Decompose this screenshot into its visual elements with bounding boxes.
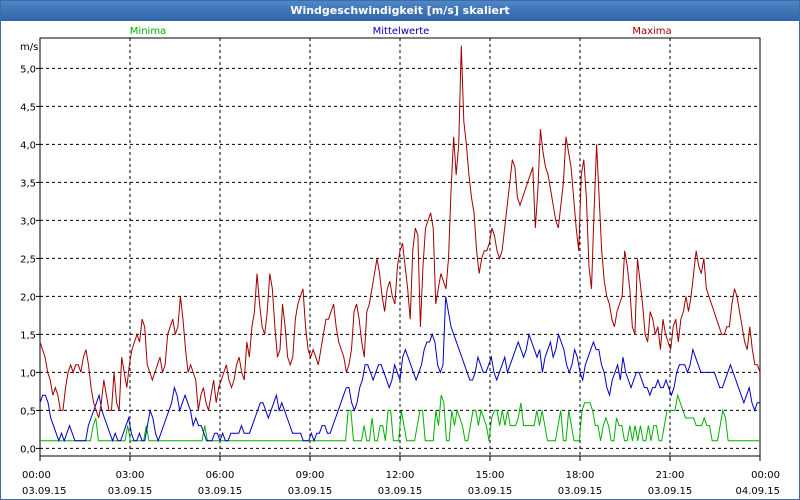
- y-tick-label: 4,0: [20, 140, 36, 151]
- series-lines: [39, 45, 761, 443]
- series-line-maxima: [39, 45, 761, 419]
- x-tick-date: 03.09.15: [22, 486, 67, 497]
- x-tick-time: 18:00: [566, 470, 595, 481]
- y-tick-label: 1,5: [20, 330, 36, 341]
- y-tick-label: 0,5: [20, 406, 36, 417]
- x-tick-date: 03.09.15: [108, 486, 153, 497]
- legend-mittelwerte: Mittelwerte: [373, 26, 430, 37]
- y-tick-label: 4,5: [20, 102, 36, 113]
- x-tick-time: 03:00: [116, 470, 145, 481]
- x-tick-time: 00:00: [22, 470, 51, 481]
- y-tick-label: 2,0: [20, 292, 36, 303]
- y-tick-label: 0,0: [20, 444, 36, 455]
- legend-minima: Minima: [130, 26, 166, 37]
- x-tick-date: 03.09.15: [198, 486, 243, 497]
- series-line-minima: [40, 393, 760, 442]
- x-tick-time: 00:00: [751, 470, 780, 481]
- legend: Minima Mittelwerte Maxima: [130, 26, 672, 37]
- x-tick-date: 03.09.15: [288, 486, 333, 497]
- chart-title: Windgeschwindigkeit [m/s] skaliert: [1, 1, 799, 21]
- x-tick-time: 21:00: [656, 470, 685, 481]
- x-tick-date: 03.09.15: [558, 486, 603, 497]
- x-tick-time: 06:00: [206, 470, 235, 481]
- legend-maxima: Maxima: [632, 26, 671, 37]
- x-tick-time: 09:00: [296, 470, 325, 481]
- y-tick-label: 2,5: [20, 254, 36, 265]
- y-axis-label: m/s: [20, 42, 38, 53]
- x-tick-time: 15:00: [476, 470, 505, 481]
- y-tick-label: 3,5: [20, 178, 36, 189]
- y-tick-label: 5,0: [20, 64, 36, 75]
- x-tick-date: 04.09.15: [735, 486, 780, 497]
- x-tick-date: 03.09.15: [378, 486, 423, 497]
- grid-lines: [36, 38, 761, 461]
- x-tick-date: 03.09.15: [468, 486, 513, 497]
- y-tick-label: 1,0: [20, 368, 36, 379]
- series-line-mittelwerte: [39, 296, 760, 443]
- x-tick-time: 12:00: [386, 470, 415, 481]
- y-tick-label: 3,0: [20, 216, 36, 227]
- x-tick-labels: 00:00 03.09.15 03:00 03.09.15 06:00 03.09.15 0…: [22, 470, 780, 497]
- x-tick-date: 03.09.15: [648, 486, 693, 497]
- y-tick-labels: 0,0 0,5 1,0 1,5 2,0 2,5 3,0 3,5 4,0 4,5 5,0: [20, 64, 36, 455]
